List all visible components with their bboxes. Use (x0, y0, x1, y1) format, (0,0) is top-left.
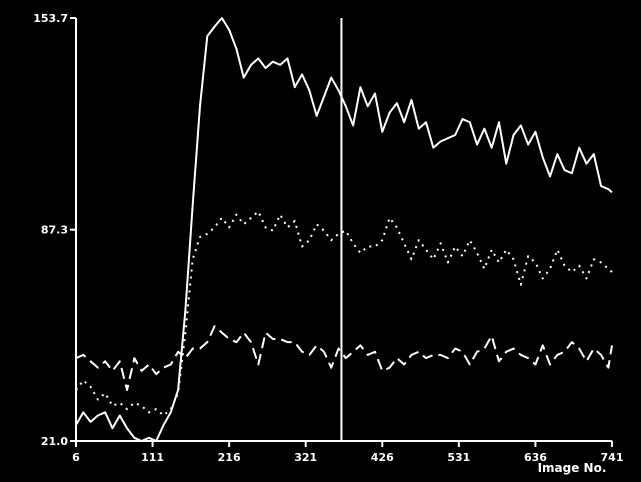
x-tick-label: 6 (72, 451, 80, 464)
y-tick-group: 21.0 87.3 153.7 (33, 12, 76, 448)
x-tick-label: 216 (218, 451, 241, 464)
y-tick-label: 21.0 (41, 435, 68, 448)
series-line-dashed (75, 325, 613, 391)
x-tick-label: 321 (294, 451, 317, 464)
x-tick-label: 531 (447, 451, 470, 464)
x-tick-label: 426 (371, 451, 394, 464)
y-tick-label: 153.7 (33, 12, 68, 25)
x-tick-label: 636 (524, 451, 547, 464)
x-tick-label: 111 (141, 451, 164, 464)
series-line-dotted (75, 210, 613, 417)
series-layer (75, 17, 613, 442)
y-tick-label: 87.3 (41, 224, 68, 237)
series-line-solid (75, 17, 613, 442)
x-tick-group: 6 111 216 321 426 531 636 741 (72, 441, 623, 464)
x-axis-title: Image No. (538, 461, 607, 475)
x-tick-label: 741 (601, 451, 624, 464)
